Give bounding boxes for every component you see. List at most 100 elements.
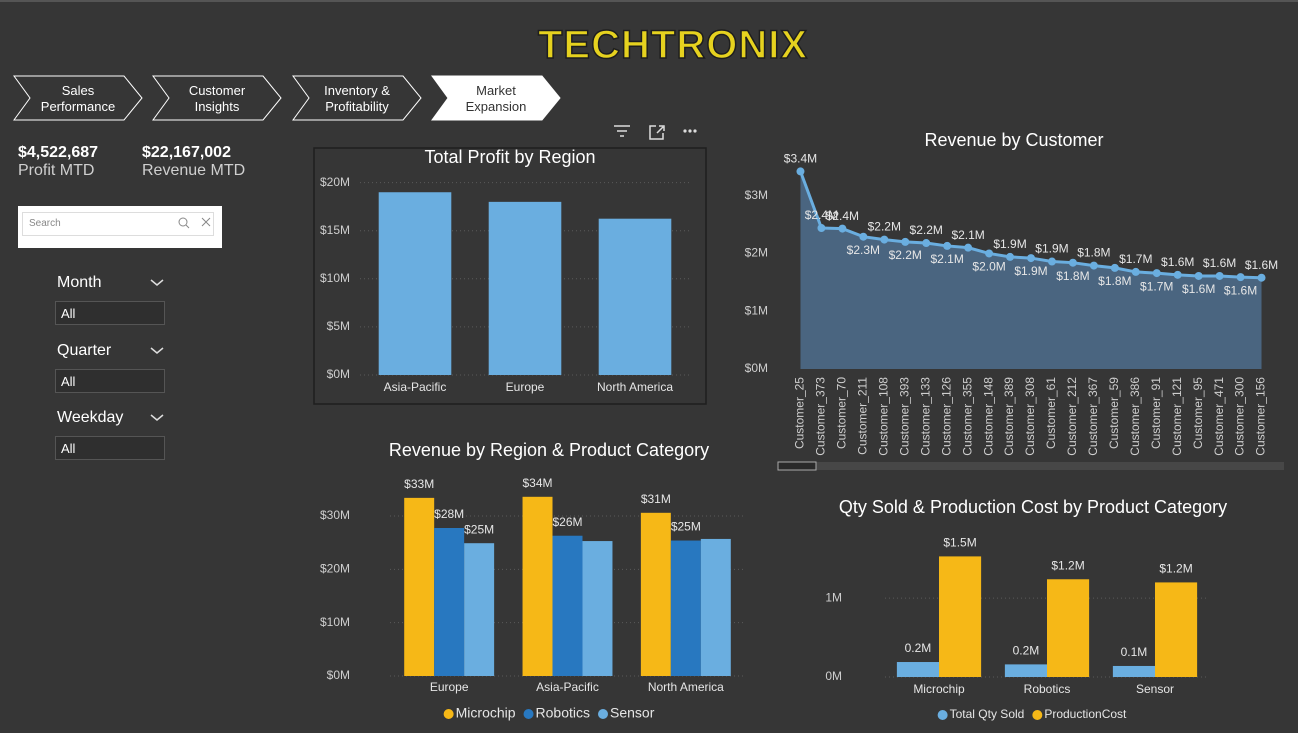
data-label: $2.0M [972,260,1005,274]
point [1006,252,1015,261]
x-tick-label: Customer_211 [856,377,870,455]
x-tick-label: Customer_367 [1086,377,1100,456]
bar [598,218,672,375]
data-label: $25M [464,522,494,536]
x-tick-label: Europe [430,680,469,694]
legend-label: Sensor [610,705,655,721]
data-label: 0.1M [1121,645,1148,659]
legend-marker [443,709,454,719]
data-label: $2.2M [910,223,943,237]
data-label: $1.8M [1077,246,1110,260]
search-icons [178,217,211,229]
filter-dropdown[interactable]: All [55,369,165,393]
data-label: $2.4M [826,209,859,223]
data-label: $1.2M [1159,562,1192,576]
data-label: $2.2M [868,220,901,234]
y-tick-label: $20M [320,175,350,189]
clear-icon[interactable] [201,217,211,227]
point [985,249,994,258]
x-tick-label: Customer_25 [793,377,807,449]
y-tick-label: 1M [825,590,842,604]
point [1215,271,1224,280]
point [1089,261,1098,270]
legend: Microchip Robotics Sensor [443,705,655,721]
x-tick-label: Customer_61 [1044,377,1058,449]
x-tick-label: Customer_59 [1107,377,1121,449]
top-border [0,0,1298,2]
filter-dropdown[interactable]: All [55,436,165,460]
legend-label: Total Qty Sold [950,707,1025,721]
tab-shape[interactable] [292,75,422,121]
tab-label[interactable]: Market Expansion [465,83,527,114]
more-icon[interactable] [683,129,697,133]
x-tick-label: Customer_95 [1191,377,1205,449]
data-label: $26M [552,515,582,529]
bar [1047,579,1090,677]
legend-marker [523,709,534,719]
x-tick-label: Customer_108 [876,377,890,456]
point [1131,267,1140,276]
bar [522,496,553,676]
kpi-value: $4,522,687 [18,144,99,161]
y-tick-label: $0M [745,361,768,375]
point [1068,258,1077,267]
bar [404,497,435,676]
kpi-label: Profit MTD [18,162,95,179]
x-tick-label: Customer_471 [1212,377,1226,456]
chart-title: Qty Sold & Production Cost by Product Ca… [839,497,1227,517]
data-label: $2.1M [951,228,984,242]
tab-shape[interactable] [431,75,561,121]
point [1110,263,1119,272]
data-label: $3.4M [784,152,817,166]
x-tick-label: Microchip [913,682,965,696]
search-box: Search [18,206,222,248]
legend-label: ProductionCost [1044,707,1127,721]
data-label: $1.6M [1203,256,1236,270]
x-tick-label: North America [648,680,724,694]
x-tick-label: Customer_212 [1065,377,1079,456]
x-tick-label: North America [597,380,673,394]
tab-label[interactable]: Customer Insights [188,83,246,114]
data-label: $33M [404,477,434,491]
x-tick-label: Customer_389 [1002,377,1016,456]
data-label: $1.7M [1119,252,1152,266]
legend-marker [598,709,609,719]
x-tick-label: Customer_126 [939,377,953,456]
point [1173,270,1182,279]
point [838,224,847,233]
scroll-thumb[interactable] [777,461,817,471]
search-input[interactable]: Search [22,212,214,236]
logo: TECHTRONIX [538,23,808,67]
x-tick-label: Asia-Pacific [536,680,599,694]
y-tick-label: $20M [320,562,350,576]
bar [640,512,671,676]
filter-icon[interactable] [614,125,630,137]
filter-label: Weekday [57,409,124,426]
chart-title: Revenue by Customer [924,130,1103,150]
chart-frame [313,147,707,405]
chevron [150,347,164,354]
data-label: $31M [641,492,671,506]
focus-icon[interactable] [649,125,665,140]
scroll-track [778,462,1284,470]
tab-shape[interactable] [152,75,282,121]
data-label: $25M [671,520,701,534]
y-tick-label: $2M [745,246,768,260]
y-tick-label: $10M [320,615,350,629]
tab-shape[interactable] [13,75,143,121]
kpi-label: Revenue MTD [142,162,246,179]
x-tick-label: Europe [506,380,545,394]
bar [434,528,465,676]
data-label: 0.2M [1013,644,1040,658]
data-label: $1.6M [1182,282,1215,296]
tab-label[interactable]: Sales Performance [40,83,116,114]
x-tick-label: Customer_70 [835,377,849,449]
point [1027,254,1035,263]
data-label: $1.9M [1035,242,1068,256]
bar [939,556,982,677]
filter-dropdown[interactable]: All [55,301,165,325]
legend-label: Microchip [456,705,516,721]
tab-label[interactable]: Inventory & Profitability [324,83,390,114]
